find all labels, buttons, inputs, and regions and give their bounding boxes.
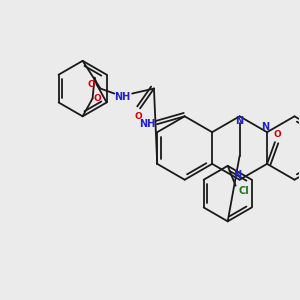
Text: NH: NH xyxy=(114,92,130,101)
Text: O: O xyxy=(88,80,96,89)
Text: N: N xyxy=(233,170,242,180)
Text: N: N xyxy=(261,122,269,132)
Text: O: O xyxy=(273,130,281,139)
Text: Cl: Cl xyxy=(238,186,249,196)
Text: O: O xyxy=(94,94,101,103)
Text: N: N xyxy=(236,116,244,126)
Text: NH: NH xyxy=(139,119,155,129)
Text: O: O xyxy=(134,112,142,121)
